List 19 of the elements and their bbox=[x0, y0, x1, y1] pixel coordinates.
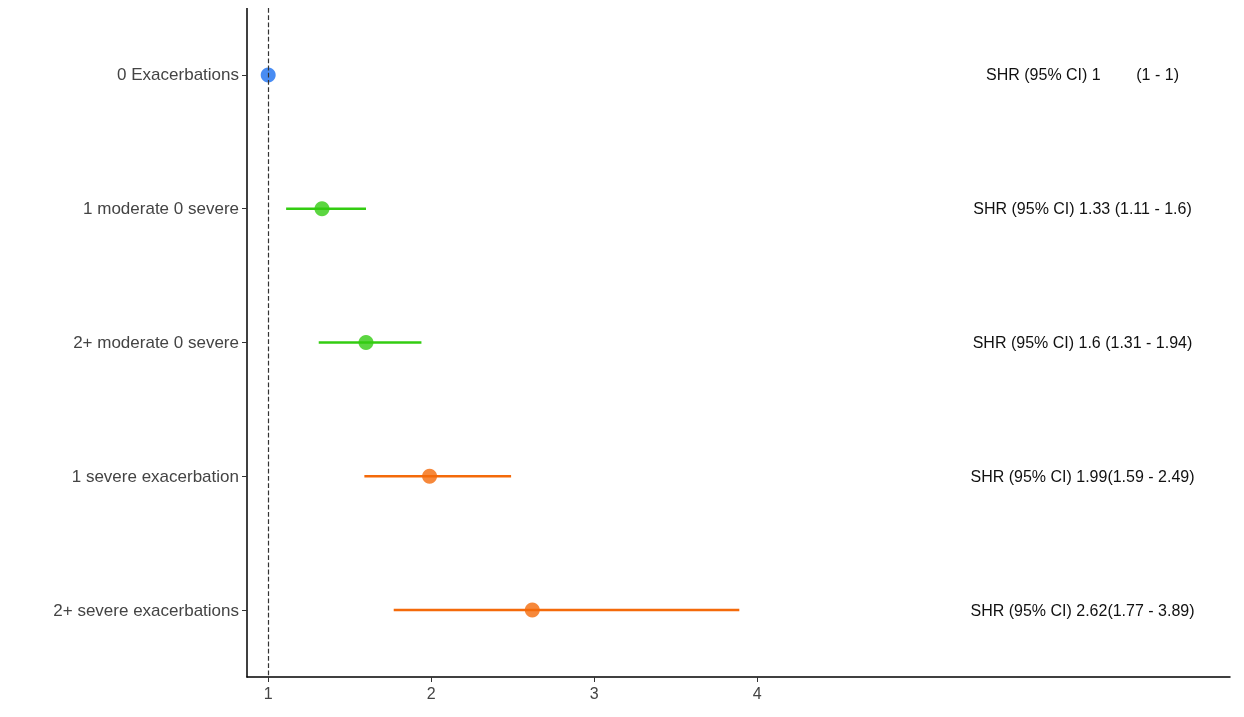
point bbox=[422, 468, 438, 484]
y-tick-label: 0 Exacerbations bbox=[117, 65, 239, 85]
x-tick-label: 4 bbox=[752, 684, 762, 702]
annotation: SHR (95% CI) 1.33 (1.11 - 1.6) bbox=[973, 200, 1192, 218]
y-tick-label: 1 moderate 0 severe bbox=[83, 199, 239, 219]
annotation: SHR (95% CI) 2.62(1.77 - 3.89) bbox=[970, 601, 1195, 619]
point bbox=[524, 602, 540, 618]
point bbox=[260, 67, 276, 83]
point bbox=[358, 335, 374, 350]
annotation: SHR (95% CI) 1 (1 - 1) bbox=[986, 66, 1179, 84]
annotation: SHR (95% CI) 1.6 (1.31 - 1.94) bbox=[972, 334, 1193, 351]
x-tick-label: 2 bbox=[426, 684, 436, 702]
y-tick-label: 2+ severe exacerbations bbox=[53, 600, 239, 620]
annotation: SHR (95% CI) 1.99(1.59 - 2.49) bbox=[970, 467, 1195, 485]
y-tick-label: 2+ moderate 0 severe bbox=[73, 333, 239, 352]
point bbox=[314, 201, 330, 217]
y-tick-label: 1 severe exacerbation bbox=[71, 466, 239, 486]
x-tick-label: 3 bbox=[589, 684, 599, 702]
x-tick-label: 1 bbox=[263, 684, 273, 702]
